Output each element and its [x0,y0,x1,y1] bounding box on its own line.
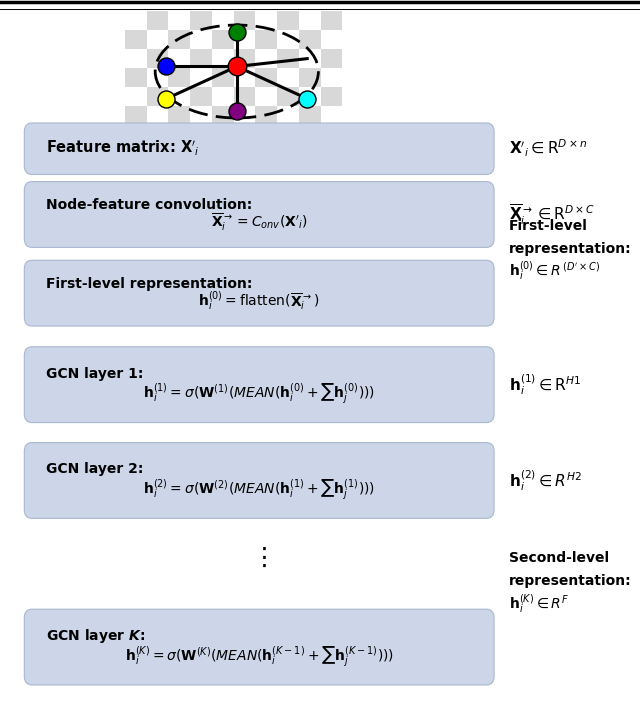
Text: Node-feature convolution:: Node-feature convolution: [46,198,252,212]
Bar [190,11,212,30]
Bar [234,49,255,68]
Text: representation:: representation: [509,242,632,256]
Bar [277,11,299,30]
Point [302,93,312,104]
Bar [212,49,234,68]
Bar [299,106,321,125]
Bar [212,106,234,125]
Bar [234,106,255,125]
Text: GCN layer 1:: GCN layer 1: [46,367,143,380]
Point [232,61,242,72]
Bar [168,87,190,106]
Bar [255,106,277,125]
FancyBboxPatch shape [24,260,494,326]
Text: $\vdots$: $\vdots$ [252,546,267,570]
Bar [255,87,277,106]
Text: First-level representation:: First-level representation: [46,277,252,291]
Bar [125,49,147,68]
Bar [125,11,147,30]
FancyBboxPatch shape [24,182,494,247]
Bar [321,11,342,30]
Bar [147,106,168,125]
Bar [168,11,190,30]
Point [161,61,172,72]
Bar [212,11,234,30]
Bar [168,106,190,125]
Text: $\mathbf{X}'_i \in \mathrm{R}^{D\times n}$: $\mathbf{X}'_i \in \mathrm{R}^{D\times n… [509,138,587,159]
Bar [234,30,255,49]
Bar [255,49,277,68]
Bar [212,68,234,87]
Point [161,93,172,104]
Bar [277,68,299,87]
Bar [277,30,299,49]
FancyBboxPatch shape [24,609,494,685]
Point [232,105,242,117]
Bar [212,30,234,49]
Bar [321,106,342,125]
Bar [168,68,190,87]
Text: Second-level: Second-level [509,551,609,566]
FancyBboxPatch shape [24,123,494,174]
Bar [147,87,168,106]
Bar [190,68,212,87]
Bar [299,87,321,106]
Bar [299,68,321,87]
Bar [234,11,255,30]
Bar [321,87,342,106]
Text: $\mathbf{h}_i^{(0)} = \mathrm{flatten}(\overline{\mathbf{X}}_i^{\rightarrow})$: $\mathbf{h}_i^{(0)} = \mathrm{flatten}(\… [198,290,320,313]
Bar [190,87,212,106]
Text: $\mathbf{h}_i^{(K)} = \sigma(\mathbf{W}^{(K)}(MEAN(\mathbf{h}_i^{(K-1)} + \sum \: $\mathbf{h}_i^{(K)} = \sigma(\mathbf{W}^… [125,644,394,669]
Text: $\mathbf{h}_i^{(K)} \in R^F$: $\mathbf{h}_i^{(K)} \in R^F$ [509,593,569,616]
Text: Feature matrix: $\mathbf{X}'_i$: Feature matrix: $\mathbf{X}'_i$ [46,139,200,158]
Bar [147,49,168,68]
Text: $\mathbf{h}_i^{(0)} \in R^{\,(D'\times C)}$: $\mathbf{h}_i^{(0)} \in R^{\,(D'\times C… [509,260,600,283]
Bar [255,68,277,87]
Bar [212,87,234,106]
Text: First-level: First-level [509,219,588,233]
Bar [277,49,299,68]
Bar [299,49,321,68]
FancyBboxPatch shape [24,347,494,423]
Bar [125,106,147,125]
Text: $\overline{\mathbf{X}}_i^{\rightarrow} = C_{onv}(\mathbf{X}'_i)$: $\overline{\mathbf{X}}_i^{\rightarrow} =… [211,212,308,234]
Text: $\mathbf{h}_i^{(2)} = \sigma(\mathbf{W}^{(2)}(MEAN(\mathbf{h}_i^{(1)} + \sum \ma: $\mathbf{h}_i^{(2)} = \sigma(\mathbf{W}^… [143,478,375,503]
Text: $\mathbf{h}_i^{(1)} = \sigma(\mathbf{W}^{(1)}(MEAN(\mathbf{h}_i^{(0)} + \sum \ma: $\mathbf{h}_i^{(1)} = \sigma(\mathbf{W}^… [143,382,375,407]
Bar [147,11,168,30]
Bar [255,11,277,30]
Text: $\overline{\mathbf{X}}_i^{\rightarrow} \in \mathrm{R}^{D\times C}$: $\overline{\mathbf{X}}_i^{\rightarrow} \… [509,202,595,227]
Bar [321,30,342,49]
Text: GCN layer $\boldsymbol{K}$:: GCN layer $\boldsymbol{K}$: [46,627,145,645]
Bar [147,30,168,49]
Bar [125,87,147,106]
Bar [277,87,299,106]
FancyBboxPatch shape [24,443,494,518]
Point [232,26,242,38]
Bar [321,68,342,87]
Bar [168,49,190,68]
Bar [255,30,277,49]
Bar [299,30,321,49]
Bar [299,11,321,30]
Text: $\mathbf{h}_i^{(2)} \in R^{H2}$: $\mathbf{h}_i^{(2)} \in R^{H2}$ [509,468,582,493]
Bar [234,68,255,87]
Text: $\mathbf{h}_i^{(1)} \in \mathrm{R}^{H1}$: $\mathbf{h}_i^{(1)} \in \mathrm{R}^{H1}$ [509,373,581,397]
Bar [190,49,212,68]
Text: representation:: representation: [509,574,632,588]
Text: GCN layer 2:: GCN layer 2: [46,463,143,476]
Bar [147,68,168,87]
Bar [125,30,147,49]
Bar [190,30,212,49]
Bar [234,87,255,106]
Bar [168,30,190,49]
Bar [277,106,299,125]
Bar [125,68,147,87]
Bar [190,106,212,125]
Bar [321,49,342,68]
